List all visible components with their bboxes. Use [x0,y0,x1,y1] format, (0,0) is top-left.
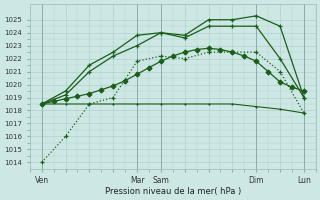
X-axis label: Pression niveau de la mer( hPa ): Pression niveau de la mer( hPa ) [105,187,241,196]
